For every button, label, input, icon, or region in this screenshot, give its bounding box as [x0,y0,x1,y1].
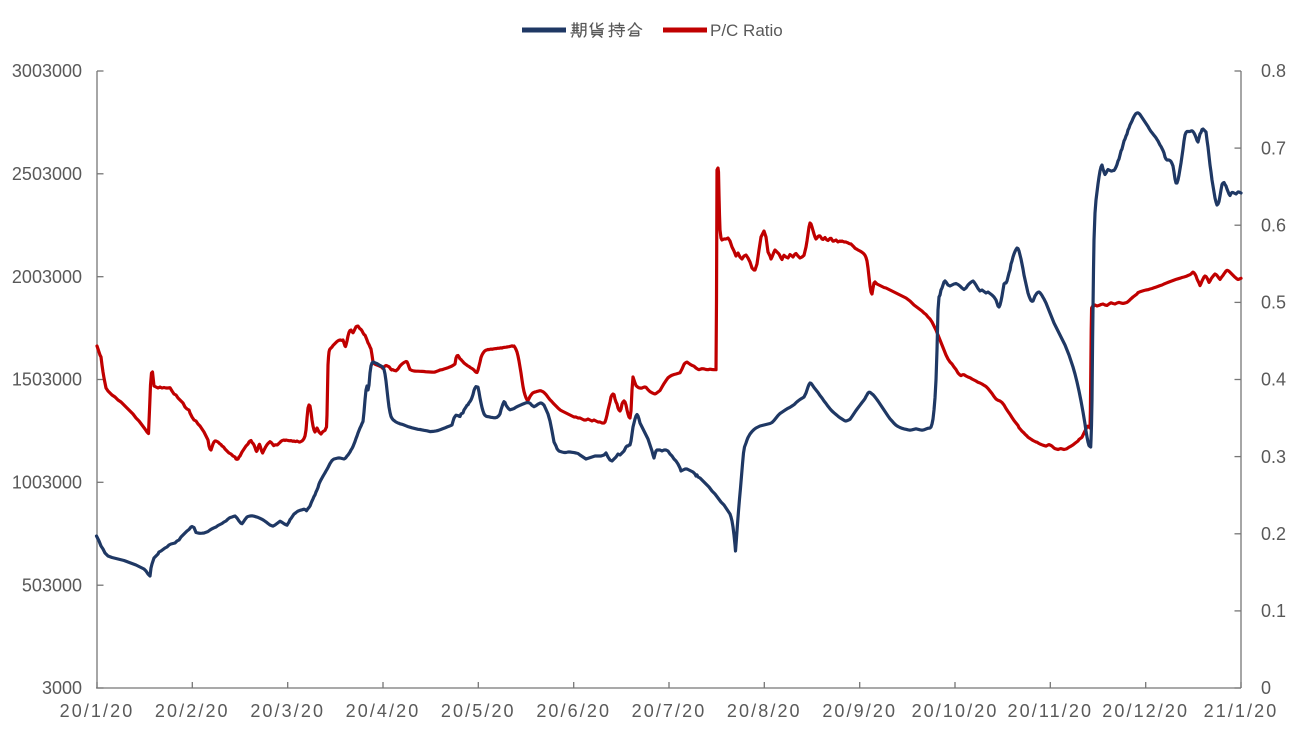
svg-text:20/12/20: 20/12/20 [1102,701,1189,721]
svg-text:P/C Ratio: P/C Ratio [710,21,783,40]
svg-text:20/9/20: 20/9/20 [822,701,897,721]
svg-text:0.2: 0.2 [1261,524,1286,544]
svg-text:21/1/20: 21/1/20 [1204,701,1279,721]
svg-text:20/5/20: 20/5/20 [441,701,516,721]
svg-text:20/8/20: 20/8/20 [727,701,802,721]
svg-text:2003000: 2003000 [12,267,82,287]
svg-text:1003000: 1003000 [12,473,82,493]
svg-text:0.6: 0.6 [1261,215,1286,235]
svg-text:20/6/20: 20/6/20 [536,701,611,721]
svg-text:0.8: 0.8 [1261,61,1286,81]
svg-text:0.5: 0.5 [1261,293,1286,313]
svg-text:3000: 3000 [42,678,82,698]
svg-text:0: 0 [1261,678,1271,698]
svg-text:20/4/20: 20/4/20 [346,701,421,721]
svg-text:0.4: 0.4 [1261,370,1286,390]
svg-text:20/10/20: 20/10/20 [912,701,999,721]
svg-text:20/3/20: 20/3/20 [250,701,325,721]
svg-text:0.7: 0.7 [1261,138,1286,158]
svg-text:0.3: 0.3 [1261,447,1286,467]
svg-text:3003000: 3003000 [12,61,82,81]
svg-text:20/2/20: 20/2/20 [155,701,230,721]
svg-text:20/11/20: 20/11/20 [1008,701,1094,721]
svg-text:20/7/20: 20/7/20 [632,701,707,721]
svg-text:0.1: 0.1 [1261,601,1286,621]
svg-text:503000: 503000 [22,575,82,595]
svg-text:2503000: 2503000 [12,164,82,184]
svg-text:1503000: 1503000 [12,370,82,390]
svg-text:20/1/20: 20/1/20 [60,701,135,721]
